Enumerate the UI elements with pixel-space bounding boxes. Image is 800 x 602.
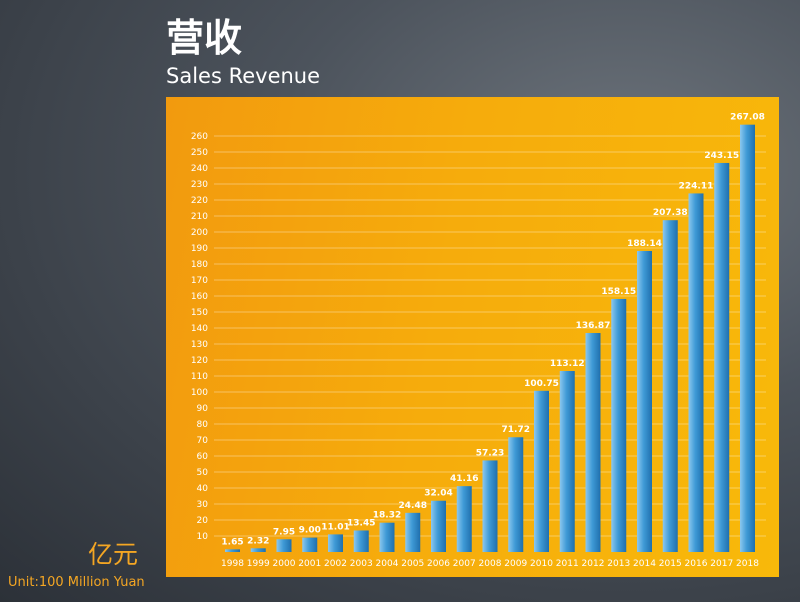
bar-2001	[302, 537, 318, 552]
y-tick-label: 140	[191, 324, 208, 334]
data-label: 243.15	[704, 151, 739, 161]
bar-2013	[611, 298, 627, 552]
x-tick-label: 1998	[221, 559, 244, 569]
y-tick-label: 240	[191, 164, 208, 174]
bar-2009	[508, 437, 524, 552]
y-tick-label: 10	[197, 532, 209, 542]
y-tick-label: 90	[197, 404, 209, 414]
y-tick-label: 110	[191, 372, 208, 382]
x-tick-label: 2012	[582, 559, 605, 569]
bar-2006	[431, 500, 446, 552]
x-tick-label: 2003	[350, 559, 373, 569]
chart-panel: 10 20 30 40 50 60 70 80 90 100 110 120 130 140 150 160 1…	[166, 97, 779, 577]
x-tick-label: 2014	[633, 559, 656, 569]
bar-2000	[276, 539, 292, 552]
x-tick-label: 1999	[247, 559, 270, 569]
bar-2002	[328, 534, 343, 552]
x-tick-label: 2015	[659, 559, 682, 569]
data-label: 7.95	[273, 527, 295, 537]
y-tick-label: 170	[191, 276, 208, 286]
bar-2011	[559, 371, 575, 552]
data-label: 188.14	[627, 239, 662, 249]
data-label: 9.00	[299, 526, 321, 536]
bar-2014	[637, 250, 652, 552]
x-tick-label: 2005	[401, 559, 424, 569]
y-tick-label: 50	[197, 468, 209, 478]
y-tick-label: 130	[191, 340, 208, 350]
y-tick-label: 80	[197, 420, 209, 430]
data-label: 1.65	[221, 537, 243, 547]
x-tick-label: 2006	[427, 559, 450, 569]
x-tick-label: 2009	[504, 559, 527, 569]
y-tick-label: 220	[191, 196, 208, 206]
x-tick-label: 2016	[685, 559, 708, 569]
bar-2012	[585, 333, 601, 552]
x-axis: 1998 1999 2000 2001 2002 2003 2004 2005 2006 2007…	[221, 559, 759, 569]
bar-2015	[662, 220, 678, 552]
data-label: 11.01	[321, 522, 349, 532]
data-label: 24.48	[399, 501, 427, 511]
data-label: 207.38	[653, 208, 688, 218]
data-label: 71.72	[502, 425, 530, 435]
data-label: 100.75	[524, 379, 559, 389]
x-tick-label: 2002	[324, 559, 347, 569]
bar-2005	[405, 512, 421, 552]
bar-2007	[456, 486, 472, 552]
data-label: 32.04	[424, 489, 452, 499]
data-label: 57.23	[476, 448, 504, 458]
bar-2003	[353, 530, 369, 552]
y-tick-label: 40	[197, 484, 209, 494]
x-tick-label: 2010	[530, 559, 553, 569]
x-tick-label: 2011	[556, 559, 579, 569]
x-tick-label: 2018	[736, 559, 759, 569]
data-label: 18.32	[373, 511, 401, 521]
y-tick-label: 20	[197, 516, 209, 526]
bar-1998	[225, 549, 240, 552]
y-tick-label: 180	[191, 260, 208, 270]
x-tick-label: 2013	[607, 559, 630, 569]
y-tick-label: 210	[191, 212, 208, 222]
x-tick-label: 2000	[273, 559, 296, 569]
bar-2017	[714, 162, 730, 552]
y-tick-label: 190	[191, 244, 208, 254]
y-tick-label: 70	[197, 436, 209, 446]
data-label: 2.32	[247, 536, 269, 546]
data-label: 13.45	[347, 518, 375, 528]
data-label: 136.87	[576, 321, 611, 331]
x-tick-label: 2004	[376, 559, 399, 569]
bar-2018	[740, 124, 755, 552]
bar-2016	[688, 193, 704, 552]
x-tick-label: 2017	[710, 559, 733, 569]
bar-chart: 10 20 30 40 50 60 70 80 90 100 110 120 130 140 150 160 1…	[191, 113, 766, 569]
data-label: 224.11	[679, 181, 714, 191]
bar-1999	[250, 548, 266, 552]
x-tick-label: 2008	[479, 559, 502, 569]
data-label: 113.12	[550, 359, 585, 369]
bar-2008	[482, 460, 498, 552]
x-tick-label: 2001	[298, 559, 321, 569]
y-tick-label: 250	[191, 148, 208, 158]
unit-label-en: Unit:100 Million Yuan	[8, 575, 145, 590]
data-label: 158.15	[601, 287, 636, 297]
y-tick-label: 30	[197, 500, 209, 510]
y-tick-label: 230	[191, 180, 208, 190]
y-tick-label: 150	[191, 308, 208, 318]
chart-title: 营收	[166, 16, 243, 60]
y-tick-label: 100	[191, 388, 208, 398]
y-tick-label: 120	[191, 356, 208, 366]
y-tick-label: 260	[191, 132, 208, 142]
bar-2004	[379, 522, 395, 552]
y-axis: 10 20 30 40 50 60 70 80 90 100 110 120 130 140 150 160 1…	[191, 132, 208, 542]
data-label: 267.08	[730, 113, 765, 123]
y-tick-label: 200	[191, 228, 208, 238]
data-label: 41.16	[450, 474, 478, 484]
y-tick-label: 60	[197, 452, 209, 462]
x-tick-label: 2007	[453, 559, 476, 569]
chart-subtitle: Sales Revenue	[166, 64, 321, 88]
y-tick-label: 160	[191, 292, 208, 302]
bar-2010	[534, 390, 549, 552]
unit-label-cn: 亿元	[88, 540, 139, 569]
